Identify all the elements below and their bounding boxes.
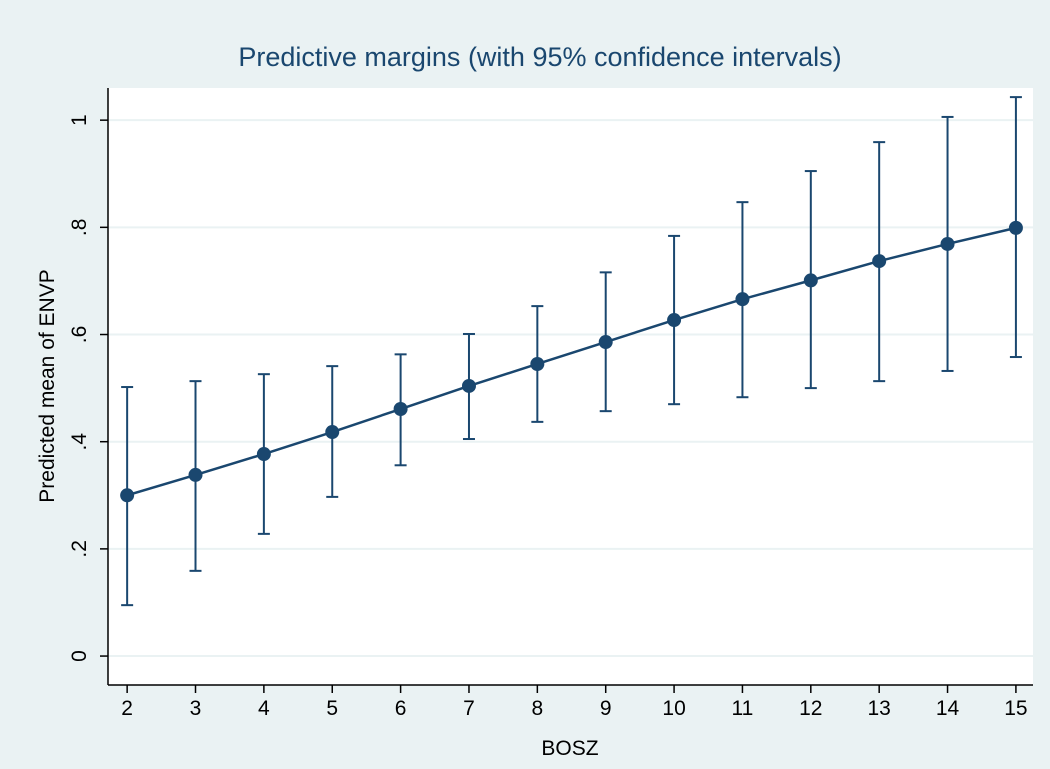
x-tick-label: 12 (799, 697, 822, 720)
x-tick-label: 5 (326, 697, 338, 720)
x-tick-label: 4 (258, 697, 270, 720)
x-tick-label: 14 (936, 697, 960, 720)
point (872, 254, 887, 269)
point (667, 313, 682, 328)
point (940, 236, 955, 251)
x-tick-label: 6 (395, 697, 407, 720)
point (393, 402, 408, 417)
x-tick-label: 2 (121, 697, 133, 720)
y-tick-label: 1 (68, 114, 91, 126)
x-tick-label: 3 (190, 697, 202, 720)
point (188, 467, 203, 482)
point (325, 425, 340, 440)
x-tick-label: 9 (600, 697, 612, 720)
chart-title: Predictive margins (with 95% confidence … (238, 42, 841, 72)
y-tick-label: .6 (68, 326, 91, 344)
point (1008, 220, 1023, 235)
x-tick-label: 13 (867, 697, 890, 720)
plot-area (108, 88, 1033, 685)
y-axis-label: Predicted mean of ENVP (36, 269, 59, 502)
point (256, 447, 271, 462)
line (126, 226, 1017, 497)
x-tick-label: 11 (732, 697, 754, 720)
x-axis-label: BOSZ (541, 737, 598, 760)
point (120, 488, 135, 503)
y-tick-label: .4 (68, 433, 91, 451)
x-tick-label: 8 (531, 697, 543, 720)
x-tick-label: 7 (463, 697, 475, 720)
point (530, 356, 545, 371)
point (461, 378, 476, 393)
point (803, 273, 818, 288)
point (598, 335, 613, 350)
x-tick-label: 10 (662, 697, 685, 720)
x-tick-label: 15 (1004, 697, 1027, 720)
y-tick-label: 0 (68, 650, 91, 662)
point (735, 292, 750, 307)
y-tick-label: .8 (68, 219, 91, 237)
y-tick-label: .2 (68, 540, 91, 558)
